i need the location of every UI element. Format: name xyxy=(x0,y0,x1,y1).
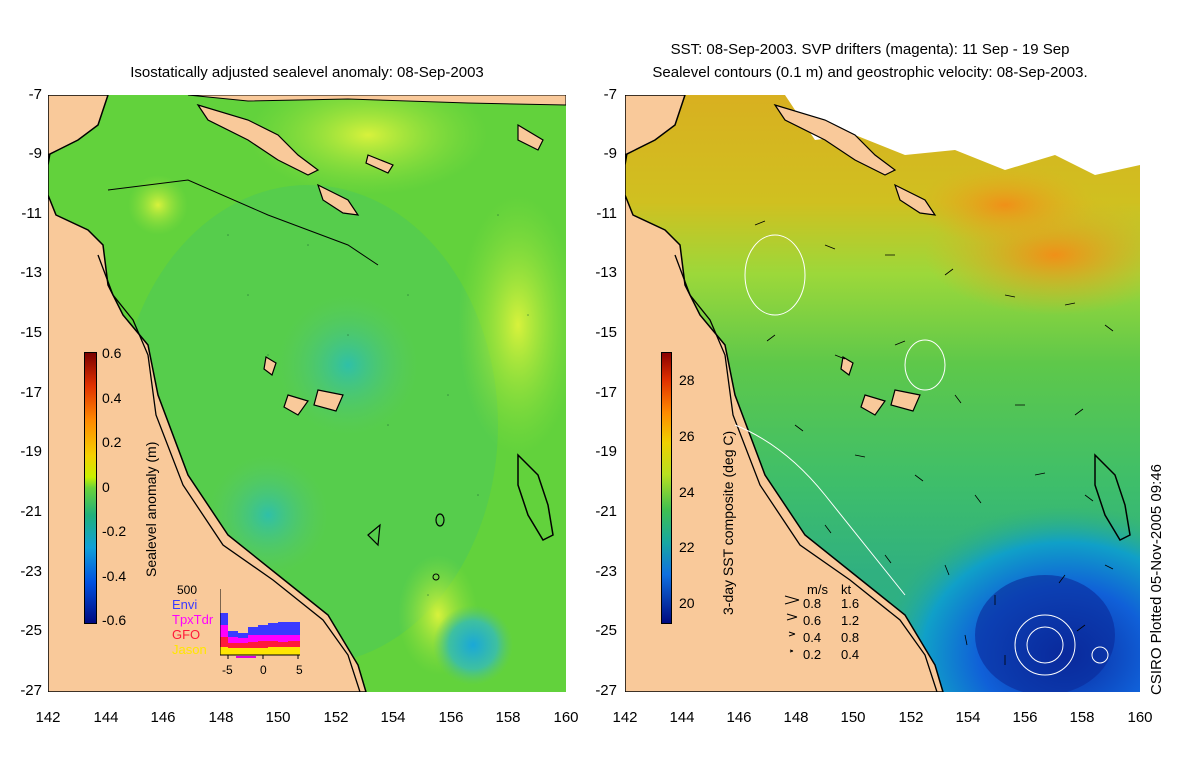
sla-cb-tick: 0.2 xyxy=(102,434,122,450)
inset-legend-gfo: GFO xyxy=(172,627,201,642)
right-y-tick: -21 xyxy=(595,503,617,520)
sealevel-contours xyxy=(734,234,1109,676)
right-y-tick: -13 xyxy=(595,264,617,281)
sla-cb-tick: -0.4 xyxy=(102,568,127,584)
legend-kt: 0.4 xyxy=(841,647,860,662)
left-y-tick: -23 xyxy=(20,563,42,580)
velocity-legend: m/s kt 0.8 1.6 0.6 1.2 0.4 0.8 0.2 0.4 xyxy=(783,582,903,672)
left-x-tick: 146 xyxy=(150,709,176,726)
legend-header-ms: m/s xyxy=(807,582,828,597)
inset-bars xyxy=(220,613,300,655)
right-y-tick: -15 xyxy=(595,324,617,341)
right-y-tick: -19 xyxy=(595,443,617,460)
legend-kt: 0.8 xyxy=(841,630,860,645)
legend-arrows xyxy=(784,595,800,653)
sst-map-svg xyxy=(625,95,1140,692)
sst-map: 28 26 24 22 20 3-day SST composite (deg … xyxy=(625,95,1140,692)
sst-cb-tick: 24 xyxy=(679,484,695,500)
legend-kt: 1.2 xyxy=(841,613,860,628)
right-x-tick: 154 xyxy=(955,709,981,726)
sla-map-svg xyxy=(48,95,566,692)
sst-cb-tick: 28 xyxy=(679,372,695,388)
left-x-tick: 150 xyxy=(265,709,291,726)
sla-colorbar xyxy=(84,352,97,624)
left-y-tick: -13 xyxy=(20,264,42,281)
right-x-tick: 150 xyxy=(840,709,866,726)
left-x-tick: 156 xyxy=(438,709,464,726)
cloud-gap xyxy=(785,95,1140,175)
left-y-tick: -17 xyxy=(20,384,42,401)
sst-colorbar-label: 3-day SST composite (deg C) xyxy=(720,430,736,615)
inset-legend-envi: Envi xyxy=(172,597,198,612)
inset-legend-tpxtdr: TpxTdr xyxy=(172,612,214,627)
legend-kt: 1.6 xyxy=(841,596,860,611)
right-x-tick: 152 xyxy=(898,709,924,726)
left-y-tick: -21 xyxy=(20,503,42,520)
sla-colorbar-label: Sealevel anomaly (m) xyxy=(143,441,159,577)
right-x-tick: 146 xyxy=(726,709,752,726)
right-x-tick: 156 xyxy=(1012,709,1038,726)
left-x-tick: 154 xyxy=(380,709,406,726)
legend-ms: 0.6 xyxy=(803,613,822,628)
sla-cb-tick: -0.6 xyxy=(102,612,127,628)
left-y-tick: -25 xyxy=(20,622,42,639)
sla-cb-tick: 0 xyxy=(102,479,110,495)
right-y-tick: -9 xyxy=(603,145,617,162)
right-x-tick: 160 xyxy=(1127,709,1153,726)
sst-cb-tick: 22 xyxy=(679,539,695,555)
legend-ms: 0.4 xyxy=(803,630,822,645)
left-x-tick: 148 xyxy=(208,709,234,726)
left-x-tick: 152 xyxy=(323,709,349,726)
australia-land xyxy=(625,95,944,692)
left-y-tick: -9 xyxy=(28,145,42,162)
legend-header-kt: kt xyxy=(841,582,852,597)
data-inset: 500 Envi TpxTdr GFO Jason -5 0 5 xyxy=(166,583,326,683)
inset-x-tick: 5 xyxy=(296,663,303,677)
left-y-tick: -19 xyxy=(20,443,42,460)
left-x-tick: 158 xyxy=(495,709,521,726)
sla-map: 0.6 0.4 0.2 0 -0.2 -0.4 -0.6 Sealevel an… xyxy=(48,95,566,692)
right-y-tick: -11 xyxy=(596,205,617,222)
right-panel-title-line2: Sealevel contours (0.1 m) and geostrophi… xyxy=(652,64,1088,81)
left-y-tick: -7 xyxy=(28,86,42,103)
sst-cb-tick: 20 xyxy=(679,595,695,611)
legend-ms: 0.2 xyxy=(803,647,822,662)
left-x-tick: 160 xyxy=(553,709,579,726)
australia-land xyxy=(48,95,367,692)
left-x-tick: 144 xyxy=(93,709,119,726)
png-land xyxy=(625,95,686,156)
sla-cb-tick: 0.4 xyxy=(102,390,122,406)
left-y-tick: -27 xyxy=(20,682,42,699)
sla-cb-tick: -0.2 xyxy=(102,523,127,539)
shelf-contour xyxy=(97,254,361,692)
sst-colorbar xyxy=(661,352,672,624)
right-y-tick: -17 xyxy=(595,384,617,401)
right-x-tick: 158 xyxy=(1069,709,1095,726)
right-panel-title-line1: SST: 08-Sep-2003. SVP drifters (magenta)… xyxy=(670,41,1070,58)
left-panel-title: Isostatically adjusted sealevel anomaly:… xyxy=(130,64,484,81)
right-x-tick: 142 xyxy=(612,709,638,726)
sst-cb-tick: 26 xyxy=(679,428,695,444)
right-y-tick: -7 xyxy=(603,86,617,103)
png-land xyxy=(48,95,109,156)
legend-ms: 0.8 xyxy=(803,596,822,611)
left-x-tick: 142 xyxy=(35,709,61,726)
left-y-tick: -15 xyxy=(20,324,42,341)
inset-histogram xyxy=(220,589,300,659)
right-x-tick: 144 xyxy=(669,709,695,726)
velocity-field xyxy=(754,220,1114,665)
right-x-tick: 148 xyxy=(783,709,809,726)
sla-cb-tick: 0.6 xyxy=(102,345,122,361)
right-y-tick: -23 xyxy=(595,563,617,580)
inset-x-tick: -5 xyxy=(222,663,233,677)
right-y-tick: -25 xyxy=(595,622,617,639)
left-y-tick: -11 xyxy=(21,205,42,222)
right-y-tick: -27 xyxy=(595,682,617,699)
plot-credit: CSIRO Plotted 05-Nov-2005 09:46 xyxy=(1148,464,1165,695)
inset-x-tick: 0 xyxy=(260,663,267,677)
inset-legend-jason: Jason xyxy=(172,642,207,657)
inset-count-label: 500 xyxy=(177,583,198,597)
